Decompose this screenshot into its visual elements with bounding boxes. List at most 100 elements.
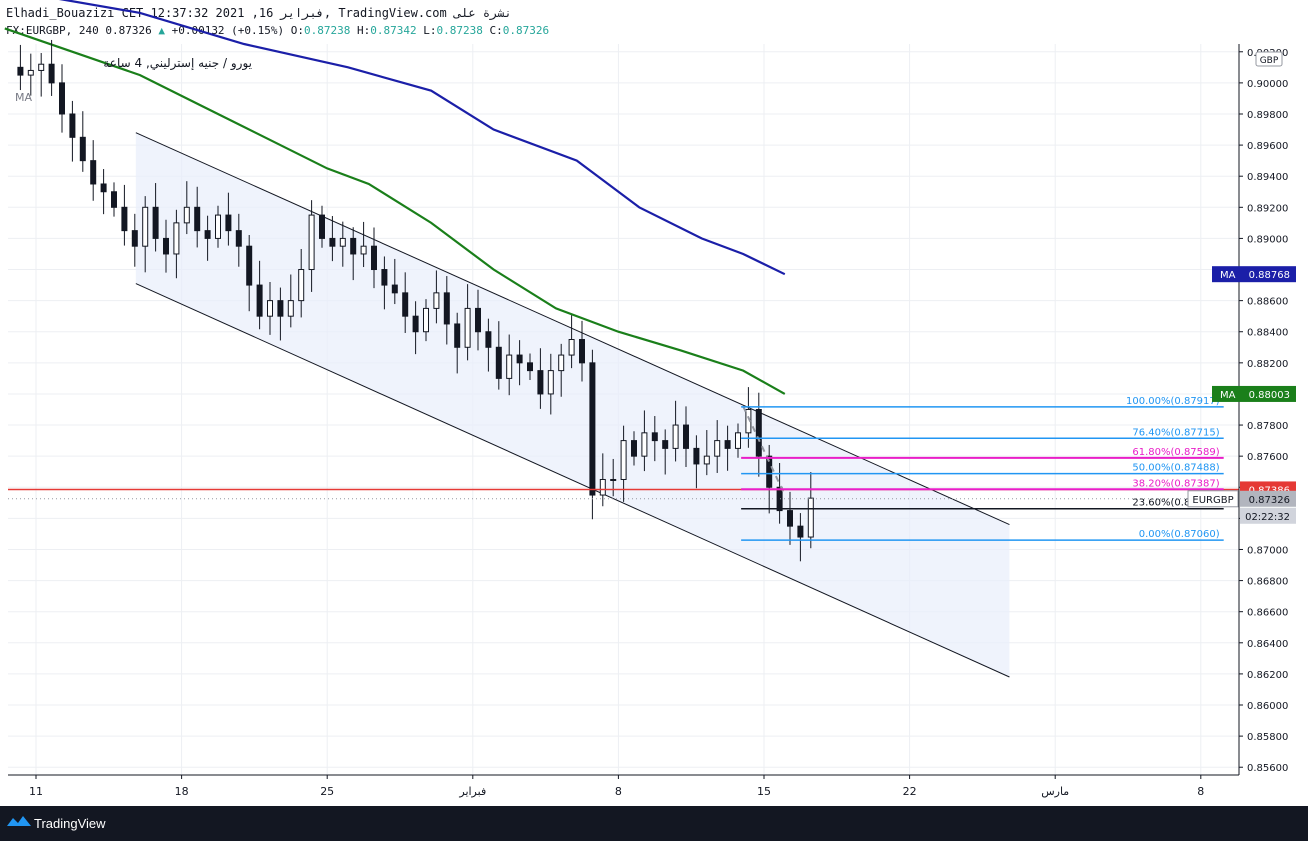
candle-body xyxy=(568,339,575,356)
candle-body xyxy=(714,440,721,457)
low-value: 0.87238 xyxy=(436,24,483,37)
y-tick-label: 0.88200 xyxy=(1247,359,1288,370)
candle-body xyxy=(215,214,221,239)
symbol-tag-label: EURGBP xyxy=(1192,495,1233,506)
candle-body xyxy=(27,69,34,76)
channel xyxy=(135,132,1010,678)
candle-body xyxy=(371,245,377,271)
candle-body xyxy=(69,113,76,138)
ma-tag-value: 0.88003 xyxy=(1249,390,1290,401)
chart-subtitle: يورو / جنيه إسترليني, 4 ساعة xyxy=(103,56,252,71)
candle-body xyxy=(579,339,585,364)
candle-body xyxy=(194,206,201,232)
footer-brand[interactable]: TradingView xyxy=(34,816,106,831)
high-value: 0.87342 xyxy=(370,24,417,37)
last-price: 0.87326 xyxy=(105,24,152,37)
candle-body xyxy=(90,160,97,185)
candle-body xyxy=(475,307,481,333)
symbol-tag xyxy=(1187,490,1239,508)
channel-upper-line[interactable] xyxy=(135,132,1010,526)
candle-body xyxy=(298,269,305,302)
open-label: O: xyxy=(290,24,305,37)
candle-body xyxy=(121,206,128,232)
candle-body xyxy=(142,206,149,247)
ma-line-1[interactable] xyxy=(5,0,786,276)
candle-body xyxy=(329,237,336,247)
change-value: +0.00132 (+0.15%) xyxy=(171,24,285,37)
ma-line-2[interactable] xyxy=(4,27,786,395)
y-tick-label: 0.85600 xyxy=(1247,763,1288,774)
candle-body xyxy=(131,230,138,247)
candle-body xyxy=(610,478,617,481)
y-tick-label: 0.89200 xyxy=(1247,203,1288,214)
dashed-trend-line[interactable] xyxy=(742,405,786,496)
y-tick-label: 0.87800 xyxy=(1247,421,1288,432)
fib-level-label: 0.00%(0.87060) xyxy=(1139,529,1220,540)
x-tick-label: 25 xyxy=(320,785,334,798)
candle-body xyxy=(433,292,440,309)
candle-body xyxy=(59,82,65,115)
close-label: C: xyxy=(489,24,503,37)
countdown-label: 02:22:32 xyxy=(1245,512,1290,523)
candle-body xyxy=(755,409,762,457)
candle-body xyxy=(360,245,367,255)
y-tick-label: 0.86600 xyxy=(1247,608,1288,619)
y-tick-label: 0.87000 xyxy=(1247,545,1288,556)
fib-level-label: 100.00%(0.87917) xyxy=(1126,396,1220,407)
candle-body xyxy=(173,222,180,255)
x-tick-label: 8 xyxy=(615,785,622,798)
candle-body xyxy=(558,354,565,372)
candle-body xyxy=(537,370,544,395)
candle-body xyxy=(79,136,86,162)
candle-body xyxy=(724,440,731,449)
candle-body xyxy=(38,63,45,71)
tradingview-logo-icon[interactable] xyxy=(7,814,31,830)
x-tick-label: 11 xyxy=(29,785,43,798)
candle-body xyxy=(672,424,679,449)
candle-body xyxy=(267,300,273,317)
candle-body xyxy=(620,440,627,480)
candle-body xyxy=(454,323,461,348)
close-value: 0.87326 xyxy=(502,24,550,37)
candle-body xyxy=(100,183,107,193)
candle-body xyxy=(599,478,606,496)
up-arrow-icon: ▲ xyxy=(158,24,165,37)
candle-body xyxy=(735,432,741,449)
symbol-label[interactable]: FX:EURGBP, 240 xyxy=(6,24,99,37)
candle-body xyxy=(423,307,429,333)
x-tick-label: 18 xyxy=(175,785,189,798)
candle-body xyxy=(527,362,533,372)
x-tick-label: 22 xyxy=(903,785,917,798)
ma-price-tag xyxy=(1212,385,1296,402)
countdown-tag xyxy=(1240,507,1296,524)
current-price-tag xyxy=(1240,490,1296,507)
open-value: 0.87238 xyxy=(304,24,351,37)
currency-badge[interactable] xyxy=(1255,51,1283,67)
candle-body xyxy=(111,191,117,208)
candle-body xyxy=(225,214,232,232)
channel-fill xyxy=(135,132,1010,678)
candle-body xyxy=(693,447,700,465)
candle-body xyxy=(204,230,211,239)
y-tick-label: 0.86400 xyxy=(1247,639,1288,650)
ma-legend: MA xyxy=(15,91,32,104)
candle-body xyxy=(183,206,190,224)
channel-lower-line[interactable] xyxy=(135,283,1010,678)
candle-body xyxy=(787,510,793,527)
candle-body xyxy=(641,432,648,457)
fib-level-label: 38.20%(0.87387) xyxy=(1132,478,1219,489)
candle-body xyxy=(443,292,450,325)
price-chart[interactable]: 100.00%(0.87917) 76.40%(0.87715) 61.80%(0.… xyxy=(0,0,1308,806)
candle-body xyxy=(464,307,471,348)
candle-body xyxy=(287,300,294,317)
candle-body xyxy=(776,486,783,512)
y-tick-label: 0.89400 xyxy=(1247,172,1288,183)
axes: 0.902000.900000.898000.896000.894000.892… xyxy=(8,44,1296,798)
y-tick-label: 0.85800 xyxy=(1247,732,1288,743)
high-label: H: xyxy=(357,24,371,37)
low-label: L: xyxy=(423,24,437,37)
fib-level-label: 61.80%(0.87589) xyxy=(1132,447,1219,458)
fib-level-label: 76.40%(0.87715) xyxy=(1132,427,1219,438)
y-tick-label: 0.89800 xyxy=(1247,110,1288,121)
candle-body xyxy=(797,525,804,538)
